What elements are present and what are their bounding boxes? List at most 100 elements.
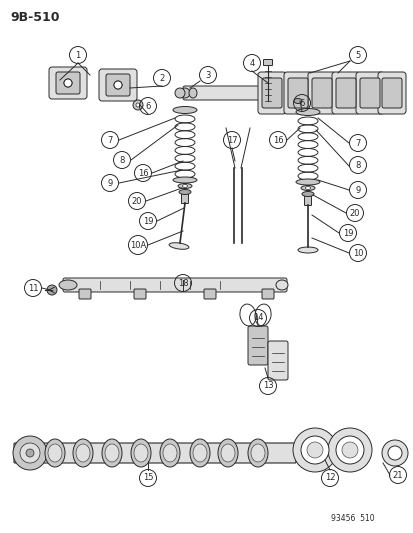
Ellipse shape: [297, 247, 317, 253]
FancyBboxPatch shape: [261, 78, 281, 108]
FancyBboxPatch shape: [257, 72, 285, 114]
Text: 16: 16: [138, 168, 148, 177]
FancyBboxPatch shape: [14, 443, 295, 463]
Text: 14: 14: [252, 313, 263, 322]
Circle shape: [64, 79, 72, 87]
FancyBboxPatch shape: [307, 72, 335, 114]
Text: 3: 3: [205, 70, 210, 79]
FancyBboxPatch shape: [99, 69, 137, 101]
FancyBboxPatch shape: [247, 326, 267, 365]
Ellipse shape: [180, 88, 190, 98]
Circle shape: [175, 88, 185, 98]
Ellipse shape: [131, 439, 151, 467]
FancyBboxPatch shape: [359, 78, 379, 108]
Ellipse shape: [247, 439, 267, 467]
Ellipse shape: [48, 444, 62, 462]
Ellipse shape: [159, 439, 180, 467]
Circle shape: [13, 436, 47, 470]
Text: 9B-510: 9B-510: [10, 11, 59, 24]
Text: 20: 20: [131, 197, 142, 206]
Ellipse shape: [59, 280, 77, 290]
Ellipse shape: [173, 177, 197, 183]
Text: 9: 9: [354, 185, 360, 195]
Ellipse shape: [293, 99, 301, 103]
Text: 10: 10: [352, 248, 362, 257]
Ellipse shape: [301, 191, 313, 197]
Text: 1: 1: [75, 51, 81, 60]
Ellipse shape: [305, 187, 310, 190]
Text: 7: 7: [107, 135, 112, 144]
Text: 17: 17: [226, 135, 237, 144]
FancyBboxPatch shape: [49, 67, 87, 99]
Text: 6: 6: [299, 99, 304, 108]
Circle shape: [136, 103, 140, 107]
Text: 21: 21: [392, 471, 402, 480]
Ellipse shape: [73, 439, 93, 467]
Circle shape: [114, 81, 122, 89]
FancyBboxPatch shape: [63, 278, 286, 292]
Circle shape: [26, 449, 34, 457]
Ellipse shape: [163, 444, 177, 462]
Text: 20: 20: [349, 208, 359, 217]
Text: 11: 11: [28, 284, 38, 293]
Circle shape: [381, 440, 407, 466]
Ellipse shape: [218, 439, 237, 467]
Ellipse shape: [178, 183, 192, 189]
Text: 19: 19: [142, 216, 153, 225]
FancyBboxPatch shape: [331, 72, 359, 114]
Text: 8: 8: [119, 156, 124, 165]
FancyBboxPatch shape: [183, 86, 391, 100]
Text: 10A: 10A: [130, 240, 146, 249]
Ellipse shape: [385, 88, 393, 98]
Ellipse shape: [178, 190, 190, 195]
FancyBboxPatch shape: [311, 78, 331, 108]
Circle shape: [306, 442, 322, 458]
Ellipse shape: [295, 109, 319, 116]
Ellipse shape: [300, 185, 314, 190]
FancyBboxPatch shape: [134, 289, 146, 299]
Ellipse shape: [221, 444, 235, 462]
FancyBboxPatch shape: [355, 72, 383, 114]
Text: 7: 7: [354, 139, 360, 148]
Ellipse shape: [295, 179, 319, 185]
Ellipse shape: [102, 439, 122, 467]
Circle shape: [335, 436, 363, 464]
FancyBboxPatch shape: [381, 78, 401, 108]
Ellipse shape: [173, 107, 197, 114]
Text: 4: 4: [249, 59, 254, 68]
Text: 15: 15: [142, 473, 153, 482]
Text: 9: 9: [107, 179, 112, 188]
Circle shape: [20, 443, 40, 463]
Circle shape: [300, 436, 328, 464]
Ellipse shape: [182, 184, 187, 188]
Circle shape: [114, 81, 122, 89]
Text: 8: 8: [354, 160, 360, 169]
FancyBboxPatch shape: [287, 78, 307, 108]
Text: 6: 6: [145, 101, 150, 110]
Text: 16: 16: [272, 135, 282, 144]
Circle shape: [47, 285, 57, 295]
Circle shape: [133, 100, 142, 110]
Ellipse shape: [189, 88, 197, 98]
FancyBboxPatch shape: [283, 72, 311, 114]
Ellipse shape: [105, 444, 119, 462]
Ellipse shape: [275, 280, 287, 290]
FancyBboxPatch shape: [267, 341, 287, 380]
Circle shape: [327, 428, 371, 472]
Text: 2: 2: [159, 74, 164, 83]
Text: 19: 19: [342, 229, 352, 238]
Circle shape: [341, 442, 357, 458]
FancyBboxPatch shape: [261, 289, 273, 299]
FancyBboxPatch shape: [204, 289, 216, 299]
Text: 5: 5: [354, 51, 360, 60]
Text: 12: 12: [324, 473, 335, 482]
Text: 18: 18: [177, 279, 188, 287]
Ellipse shape: [169, 243, 188, 249]
FancyBboxPatch shape: [377, 72, 405, 114]
Text: 93456  510: 93456 510: [330, 514, 374, 523]
FancyBboxPatch shape: [79, 289, 91, 299]
Ellipse shape: [190, 439, 209, 467]
Circle shape: [64, 79, 72, 87]
Ellipse shape: [76, 444, 90, 462]
Circle shape: [387, 446, 401, 460]
